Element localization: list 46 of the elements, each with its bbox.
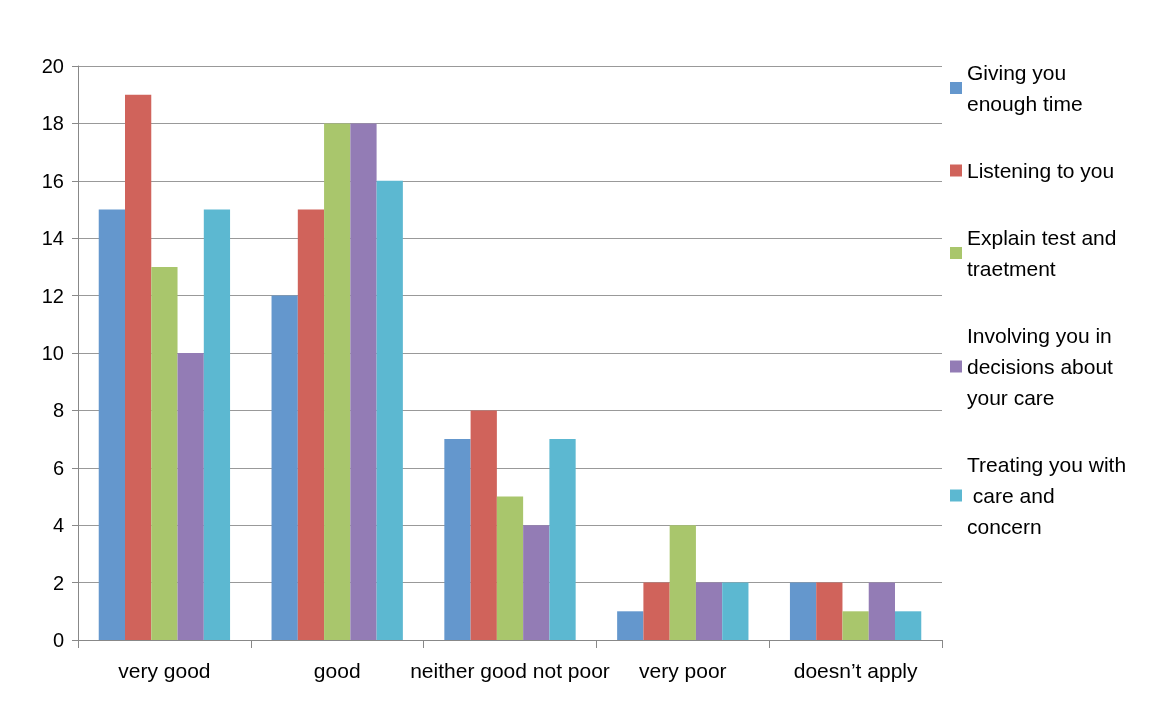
bar: [816, 582, 843, 640]
legend-label: Treating you with care and concern: [967, 453, 1127, 538]
bar: [271, 295, 298, 640]
bar: [789, 582, 817, 640]
legend-label: Giving you enough time: [967, 61, 1083, 115]
legend-label: Involving you in decisions about your care: [967, 324, 1119, 409]
bar: [895, 611, 922, 640]
y-tick-label: 16: [41, 169, 64, 192]
y-tick-label: 18: [41, 112, 64, 135]
y-tick-label: 6: [52, 456, 64, 479]
bar: [523, 525, 550, 640]
bar: [643, 582, 670, 640]
bar: [203, 209, 231, 640]
y-tick-label: 10: [41, 342, 64, 364]
bar: [722, 582, 749, 640]
bar: [549, 439, 576, 640]
x-tick-label: doesn’t apply: [793, 659, 918, 682]
bar: [695, 582, 723, 640]
x-tick-label: very good: [118, 659, 211, 682]
bar: [669, 525, 696, 640]
y-tick-label: 0: [52, 629, 64, 651]
y-tick-label: 20: [41, 55, 64, 77]
y-tick-label: 4: [52, 514, 64, 537]
legend-label: Explain test and traetment: [967, 226, 1123, 280]
bar: [868, 582, 895, 640]
bar: [297, 209, 325, 640]
bar: [324, 123, 351, 640]
bar: [444, 439, 471, 640]
bar: [842, 611, 869, 640]
y-tick-label: 14: [41, 227, 64, 250]
bar: [617, 611, 644, 640]
bar: [98, 209, 125, 640]
x-tick-label: very poor: [639, 659, 727, 682]
bar: [350, 123, 377, 640]
x-tick-label: neither good not poor: [410, 659, 610, 682]
bar: [125, 94, 152, 640]
bar: [151, 266, 178, 640]
x-tick-label: good: [313, 659, 361, 682]
y-tick-label: 12: [41, 284, 64, 307]
bar: [177, 353, 204, 640]
bar: [470, 410, 497, 640]
bar: [496, 496, 524, 640]
bar: [376, 180, 403, 640]
y-tick-label: 2: [52, 571, 64, 594]
legend-label: Listening to you: [967, 159, 1115, 182]
y-tick-label: 8: [52, 399, 64, 422]
